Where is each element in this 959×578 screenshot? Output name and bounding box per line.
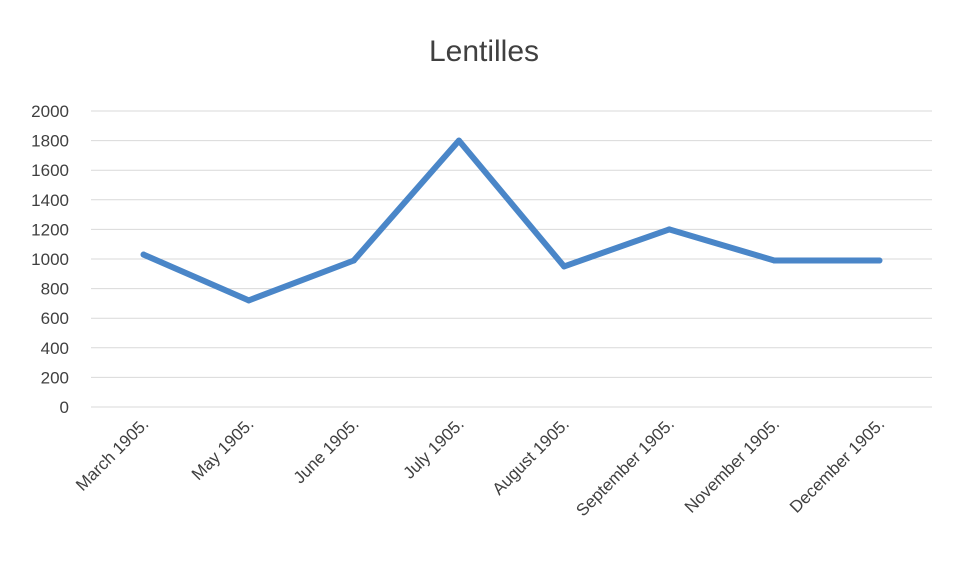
data-point	[666, 226, 673, 233]
y-tick-label: 1000	[31, 250, 69, 269]
y-axis-tick-labels: 0 200 400 600 800 1000 1200 1400 1600 1800 2000	[31, 102, 69, 417]
y-tick-label: 2000	[31, 102, 69, 121]
y-tick-label: 800	[41, 280, 69, 299]
y-tick-label: 0	[60, 398, 69, 417]
data-point	[245, 297, 252, 304]
y-tick-label: 600	[41, 309, 69, 328]
data-point	[140, 251, 147, 258]
y-tick-label: 1800	[31, 132, 69, 151]
series-layer	[140, 137, 883, 304]
y-tick-label: 1600	[31, 161, 69, 180]
y-tick-label: 400	[41, 339, 69, 358]
y-tick-label: 200	[41, 368, 69, 387]
data-point	[455, 137, 462, 144]
gridlines	[91, 110, 932, 408]
series-line	[140, 137, 883, 304]
y-tick-label: 1200	[31, 220, 69, 239]
data-point	[771, 257, 778, 264]
data-point	[876, 257, 883, 264]
data-point	[561, 263, 568, 270]
chart-title: Lentilles	[429, 35, 539, 68]
y-tick-label: 1400	[31, 191, 69, 210]
data-point	[350, 257, 357, 264]
